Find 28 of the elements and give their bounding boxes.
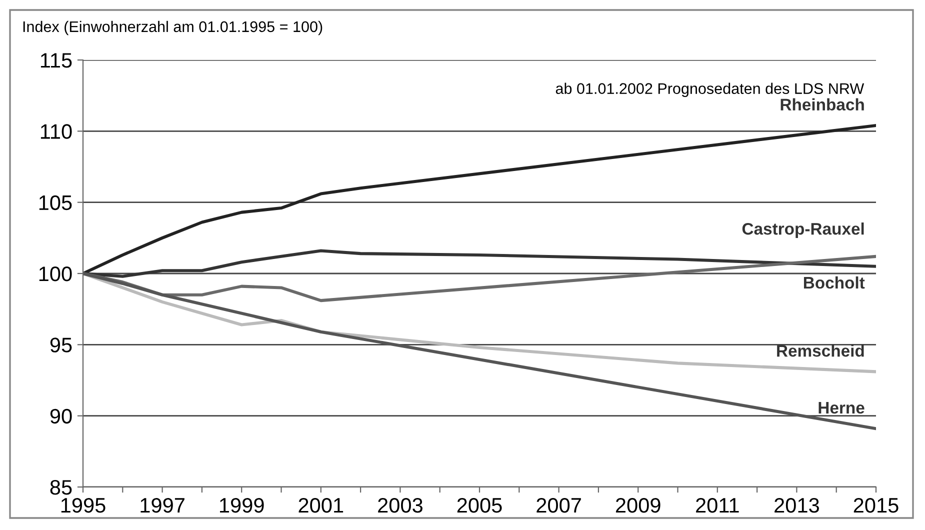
x-tick-label: 1999 <box>220 498 264 513</box>
x-tick-label: 2007 <box>536 498 581 513</box>
x-tick-label: 2003 <box>378 498 422 513</box>
line-series <box>83 249 876 278</box>
x-tick-label: 1995 <box>61 498 106 513</box>
series-label: Bocholt <box>804 276 865 289</box>
line-series <box>83 272 876 430</box>
series-label: Rheinbach <box>780 98 864 111</box>
y-axis-title: Index (Einwohnerzahl am 01.01.1995 = 100) <box>23 20 322 36</box>
line-series <box>83 124 876 276</box>
x-tick-label: 2009 <box>616 498 660 513</box>
y-tick-label: 115 <box>40 53 72 68</box>
annotation: ab 01.01.2002 Prognosedaten des LDS NRW <box>556 82 864 98</box>
x-tick-label: 1997 <box>140 498 184 513</box>
series-label: Remscheid <box>777 344 864 357</box>
x-tick-label: 2015 <box>854 498 898 513</box>
series-label: Herne <box>818 402 864 414</box>
series-label: Castrop-Rauxel <box>742 222 864 238</box>
y-tick-label: 105 <box>39 195 72 210</box>
x-tick-label: 2005 <box>457 498 502 513</box>
y-tick-label: 95 <box>50 338 72 352</box>
y-tick-label: 100 <box>39 266 72 282</box>
y-tick-label: 85 <box>50 480 72 495</box>
x-tick-label: 2013 <box>774 498 819 513</box>
x-tick-label: 2001 <box>298 498 344 513</box>
y-tick-label: 90 <box>50 408 72 424</box>
y-tick-label: 110 <box>40 124 72 139</box>
x-tick-label: 2011 <box>696 498 739 513</box>
